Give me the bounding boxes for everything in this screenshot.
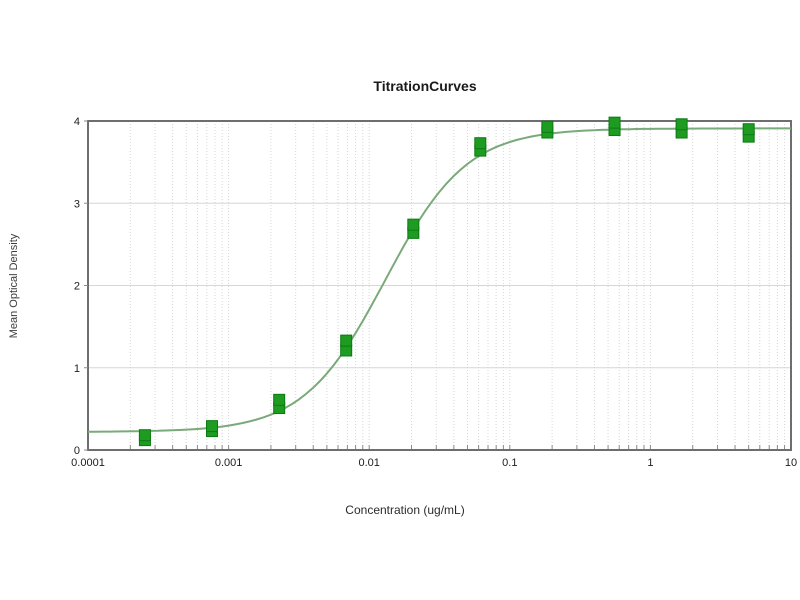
y-tick-label: 3	[74, 198, 80, 210]
data-point-marker	[541, 120, 554, 133]
x-tick-label: 1	[647, 457, 653, 469]
x-tick-label: 0.01	[358, 457, 379, 469]
x-tick-label: 0.1	[502, 457, 517, 469]
data-point-marker	[675, 118, 688, 131]
data-point-marker	[340, 334, 353, 347]
y-tick-label: 4	[74, 116, 80, 128]
y-tick-label: 2	[74, 281, 80, 293]
data-point-marker	[608, 116, 621, 129]
data-point-marker	[340, 344, 353, 357]
data-point-marker	[206, 420, 219, 433]
data-point-marker	[407, 218, 420, 231]
chart-title: TitrationCurves	[373, 78, 477, 94]
x-axis-label: Concentration (ug/mL)	[345, 503, 465, 517]
x-tick-label: 10	[785, 457, 797, 469]
y-tick-label: 0	[74, 445, 80, 457]
data-point-marker	[138, 429, 151, 442]
data-point-marker	[273, 393, 286, 406]
x-tick-label: 0.0001	[71, 457, 105, 469]
data-point-marker	[742, 123, 755, 136]
x-tick-label: 0.001	[215, 457, 243, 469]
data-point-marker	[474, 137, 487, 150]
y-tick-label: 1	[74, 363, 80, 375]
fit-curve	[88, 127, 791, 433]
